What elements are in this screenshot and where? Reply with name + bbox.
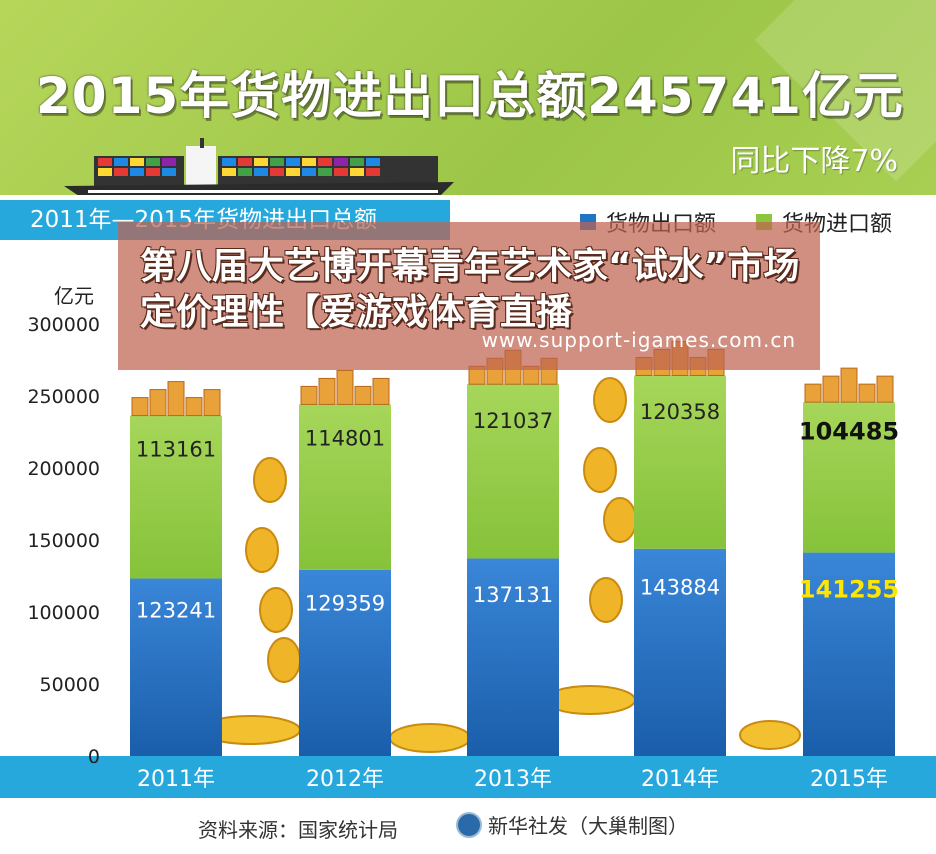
y-axis-unit: 亿元 [54, 284, 94, 308]
coin-stack-icon [336, 369, 354, 405]
main-title: 2015年货物进出口总额245741亿元 [36, 67, 904, 125]
coin-stack-icon [185, 397, 203, 417]
coin-pile-icon [739, 720, 801, 750]
cargo-ship-icon [64, 138, 454, 195]
falling-coin-icon [589, 577, 623, 623]
coin-stack-icon [804, 383, 822, 403]
data-label-import: 121037 [473, 409, 553, 433]
bar-export [467, 558, 559, 756]
data-label-export: 129359 [305, 592, 385, 616]
bar-export [803, 552, 895, 756]
data-label-import: 120358 [640, 400, 720, 424]
y-tick-label: 300000 [27, 314, 100, 336]
coin-stack-icon [131, 397, 149, 417]
falling-coin-icon [267, 637, 301, 683]
coin-stack-icon [167, 381, 185, 417]
y-tick-label: 50000 [40, 674, 100, 696]
credit: 新华社发（大巢制图） [456, 810, 688, 839]
bar-import [803, 402, 895, 553]
x-tick-label: 2015年 [810, 767, 888, 792]
coin-stack-icon [300, 385, 318, 405]
data-label-import: 104485 [799, 418, 899, 446]
overlay-url: www.support-igames.com.cn [481, 328, 796, 352]
falling-coin-icon [245, 527, 279, 573]
coin-stack-icon [840, 367, 858, 403]
stacked-bar-chart: 0 50000 100000 150000 200000 250000 300000 1232… [27, 314, 899, 792]
bar-export [299, 569, 391, 756]
falling-coin-icon [603, 497, 637, 543]
y-tick-label: 0 [88, 746, 100, 768]
coin-stack-icon [354, 385, 372, 405]
data-source: 资料来源：国家统计局 [198, 818, 398, 842]
coin-stack-icon [203, 389, 221, 417]
x-axis-band [0, 756, 936, 798]
y-tick-label: 200000 [27, 458, 100, 480]
bar-export [130, 578, 222, 756]
coin-stack-icon [149, 389, 167, 417]
watermark-overlay: 第八届大艺博开幕青年艺术家“试水”市场定价理性【爱游戏体育直播 www.supp… [118, 222, 820, 370]
bar-import [634, 375, 726, 549]
coin-stack-icon [372, 377, 390, 405]
x-tick-label: 2012年 [306, 767, 384, 792]
bar-import [299, 404, 391, 570]
x-tick-label: 2014年 [641, 767, 719, 792]
data-label-import: 114801 [305, 427, 385, 451]
y-tick-label: 100000 [27, 602, 100, 624]
coin-stack-icon [318, 377, 336, 405]
coin-stack-icon [858, 383, 876, 403]
data-label-export: 123241 [136, 599, 216, 623]
data-label-export: 143884 [640, 575, 720, 599]
x-tick-label: 2013年 [474, 767, 552, 792]
credit-text: 新华社发（大巢制图） [488, 814, 688, 838]
data-label-export: 137131 [473, 583, 553, 607]
subtitle: 同比下降7% [730, 144, 898, 179]
falling-coin-icon [259, 587, 293, 633]
bar-export [634, 548, 726, 756]
falling-coin-icon [253, 457, 287, 503]
xinhua-logo-icon [456, 811, 482, 838]
y-tick-label: 150000 [27, 530, 100, 552]
x-tick-label: 2011年 [137, 767, 215, 792]
overlay-title: 第八届大艺博开幕青年艺术家“试水”市场定价理性【爱游戏体育直播 [140, 246, 800, 333]
data-label-export: 141255 [799, 575, 899, 603]
bar-import [467, 384, 559, 559]
bar-import [130, 415, 222, 579]
y-tick-label: 250000 [27, 386, 100, 408]
falling-coin-icon [583, 447, 617, 493]
header-banner: 2015年货物进出口总额245741亿元 同比下降7% [0, 0, 936, 195]
coin-stack-icon [822, 375, 840, 403]
data-label-import: 113161 [136, 437, 216, 461]
falling-coin-icon [593, 377, 627, 423]
coin-pile-icon [389, 723, 471, 753]
coin-stack-icon [876, 375, 894, 403]
